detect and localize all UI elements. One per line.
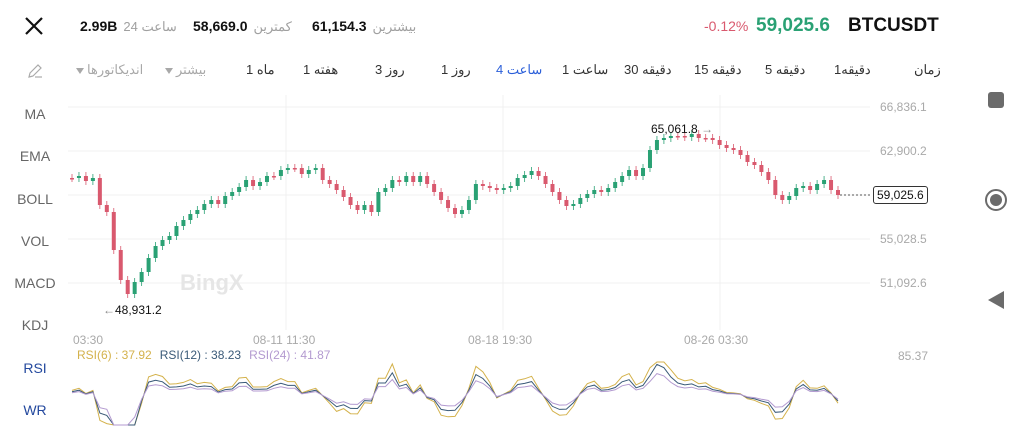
interval-1-day[interactable]: 1 روز bbox=[441, 62, 471, 77]
indicator-wr[interactable]: WR bbox=[23, 402, 47, 418]
rsi-legend: RSI(6) : 37.92 RSI(12) : 38.23 RSI(24) :… bbox=[77, 348, 330, 362]
back-button[interactable] bbox=[984, 290, 1008, 315]
home-button[interactable] bbox=[984, 188, 1008, 217]
more-label: بیشتر bbox=[176, 62, 207, 77]
square-icon bbox=[988, 92, 1004, 108]
x-label-1: 03:30 bbox=[73, 333, 104, 347]
rsi-y-top: 85.37 bbox=[898, 349, 929, 363]
draw-button[interactable] bbox=[26, 62, 44, 85]
low-value: 58,669.0 bbox=[193, 18, 248, 34]
indicator-boll[interactable]: BOLL bbox=[17, 191, 53, 207]
low-label: کمترین bbox=[253, 19, 292, 34]
interval-15-min[interactable]: 15 دقیقه bbox=[694, 62, 742, 77]
symbol-title[interactable]: BTCUSDT bbox=[848, 15, 939, 36]
indicators-dropdown[interactable]: اندیکاتورها bbox=[73, 62, 143, 78]
interval-3-day[interactable]: 3 روز bbox=[375, 62, 405, 77]
caret-down-icon bbox=[165, 67, 173, 74]
caret-down-icon bbox=[76, 67, 84, 74]
rsi24-value: RSI(24) : 41.87 bbox=[249, 348, 331, 362]
y-label-1: 66,836.1 bbox=[880, 100, 927, 114]
volume-label: 24 ساعت bbox=[123, 19, 177, 34]
interval-4-hour[interactable]: 4 ساعت bbox=[496, 62, 543, 77]
pencil-icon bbox=[28, 64, 42, 78]
low-annotation: ←48,931.2 bbox=[103, 303, 162, 317]
x-label-4: 08-26 03:30 bbox=[684, 333, 749, 347]
close-button[interactable] bbox=[22, 14, 46, 38]
indicator-rsi[interactable]: RSI bbox=[23, 360, 47, 376]
rsi6-value: RSI(6) : 37.92 bbox=[77, 348, 152, 362]
interval-1-hour[interactable]: 1 ساعت bbox=[562, 62, 609, 77]
y-label-2: 62,900.2 bbox=[880, 144, 927, 158]
indicator-ma[interactable]: MA bbox=[24, 106, 46, 122]
y-label-4: 55,028.5 bbox=[880, 232, 927, 246]
time-label: زمان bbox=[914, 62, 941, 77]
circle-icon bbox=[985, 189, 1007, 211]
volume-value: 2.99B bbox=[80, 18, 118, 34]
indicator-vol[interactable]: VOL bbox=[20, 233, 49, 249]
x-label-2: 08-11 11:30 bbox=[253, 333, 316, 347]
interval-1-month[interactable]: 1 ماه bbox=[246, 62, 275, 77]
high-label: بیشترین bbox=[372, 19, 417, 34]
indicator-macd[interactable]: MACD bbox=[14, 275, 56, 291]
high-stat: 61,154.3 بیشترین bbox=[312, 18, 416, 35]
interval-30-min[interactable]: 30 دقیقه bbox=[624, 62, 672, 77]
change-percent: -0.12% bbox=[704, 18, 749, 34]
rsi-lines bbox=[71, 361, 839, 426]
watermark: BingX bbox=[180, 270, 244, 295]
x-label-3: 08-18 19:30 bbox=[468, 333, 533, 347]
indicators-label: اندیکاتورها bbox=[87, 62, 144, 77]
volume-stat: 2.99B 24 ساعت bbox=[80, 18, 177, 35]
high-value: 61,154.3 bbox=[312, 18, 367, 34]
last-price-tag: 59,025.6 bbox=[873, 186, 928, 204]
interval-5-min[interactable]: 5 دقیقه bbox=[765, 62, 806, 77]
interval-1-min[interactable]: 1دقیقه bbox=[834, 62, 871, 77]
candles bbox=[70, 130, 840, 298]
rsi12-value: RSI(12) : 38.23 bbox=[159, 348, 242, 362]
low-stat: 58,669.0 کمترین bbox=[193, 18, 292, 35]
indicator-ema[interactable]: EMA bbox=[19, 148, 51, 164]
indicator-kdj[interactable]: KDJ bbox=[21, 317, 49, 333]
y-label-5: 51,092.6 bbox=[880, 276, 927, 290]
interval-1-week[interactable]: 1 هفته bbox=[303, 62, 339, 77]
grid-lines bbox=[68, 95, 870, 330]
last-price: 59,025.6 bbox=[756, 15, 830, 36]
close-icon bbox=[25, 17, 43, 35]
more-dropdown[interactable]: بیشتر bbox=[162, 62, 206, 78]
triangle-icon bbox=[988, 291, 1004, 309]
recent-apps-button[interactable] bbox=[984, 92, 1004, 108]
high-annotation: 65,061.8 → bbox=[651, 122, 714, 136]
